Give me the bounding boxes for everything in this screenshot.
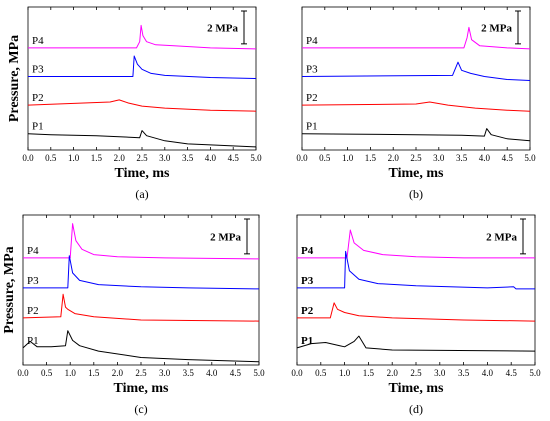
x-tick-label: 0.0	[291, 368, 303, 378]
x-tick-label: 4.0	[206, 368, 218, 378]
series-label-p1: P1	[301, 335, 313, 347]
panel-d: 0.0 0.5 1.0 1.5 2.0 2.5 3.0 3.5 4.0 4.5 5.0 Time, m…	[291, 214, 541, 416]
series-line-p3	[23, 255, 260, 290]
x-tick-label: 2.5	[136, 153, 148, 163]
series-label-p3: P3	[306, 63, 318, 75]
x-tick-label: 0.0	[296, 153, 308, 163]
series-label-p1: P1	[306, 121, 318, 133]
x-tick-label: 2.0	[114, 153, 126, 163]
series-label-p3: P3	[27, 275, 39, 287]
scale-bar-label: 2 MPa	[207, 22, 238, 34]
x-tick-label: 3.5	[182, 153, 194, 163]
x-tick-label: 2.0	[388, 153, 400, 163]
x-tick-label: 4.5	[506, 368, 518, 378]
panel-caption: (d)	[409, 402, 423, 416]
series-label-p2: P2	[27, 305, 39, 317]
x-tick-label: 4.5	[230, 368, 242, 378]
x-tick-label: 1.5	[88, 368, 100, 378]
series-label-p4: P4	[27, 245, 39, 257]
x-tick-label: 1.0	[339, 368, 351, 378]
x-tick-label: 3.5	[183, 368, 195, 378]
series-line-p3	[297, 250, 535, 290]
x-tick-label: 5.0	[524, 153, 536, 163]
x-tick-label: 1.0	[65, 368, 77, 378]
x-tick-label: 3.5	[456, 153, 468, 163]
series-line-p1	[27, 130, 257, 148]
series-line-p4	[302, 26, 531, 50]
x-tick-label: 0.5	[45, 153, 57, 163]
series-label-p1: P1	[27, 335, 39, 347]
series-line-p3	[28, 55, 257, 79]
x-tick-label: 2.5	[135, 368, 147, 378]
x-tick-label: 1.5	[91, 153, 103, 163]
series-label-p2: P2	[306, 92, 318, 104]
series-label-p3: P3	[32, 63, 44, 75]
panel-b: 0.0 0.5 1.0 1.5 2.0 2.5 3.0 3.5 4.0 4.5 5.0 Time, m…	[296, 6, 536, 201]
x-tick-label: 4.5	[228, 153, 240, 163]
x-tick-label: 0.5	[315, 368, 327, 378]
series-line-p2	[301, 101, 531, 112]
x-tick-label: 4.0	[205, 153, 217, 163]
x-tick-label: 5.0	[529, 368, 541, 378]
x-tick-label: 3.0	[433, 153, 445, 163]
y-axis-title: Pressure, MPa	[7, 35, 22, 122]
x-tick-label: 2.5	[410, 368, 422, 378]
panel-caption: (a)	[135, 187, 148, 201]
series-label-p4: P4	[301, 245, 314, 257]
series-line-p2	[297, 302, 536, 322]
scale-bar-label: 2 MPa	[210, 231, 241, 243]
x-tick-label: 2.0	[387, 368, 399, 378]
x-tick-label: 0.5	[41, 368, 53, 378]
x-tick-label: 4.5	[502, 153, 514, 163]
x-tick-label: 3.5	[458, 368, 470, 378]
series-label-p2: P2	[32, 92, 44, 104]
x-tick-label: 0.0	[22, 153, 34, 163]
x-tick-label: 2.0	[112, 368, 124, 378]
x-tick-label: 0.0	[17, 368, 29, 378]
x-tick-label: 4.0	[482, 368, 494, 378]
x-tick-label: 1.0	[68, 153, 80, 163]
panel-a: 0.0 0.5 1.0 1.5 2.0 2.5 3.0 3.5 4.0 4.5 5.0 Time, m…	[7, 6, 262, 201]
x-axis-title: Time, ms	[389, 166, 445, 181]
series-line-p4	[28, 24, 257, 50]
x-tick-label: 3.0	[159, 368, 171, 378]
scale-bar-label: 2 MPa	[481, 22, 512, 34]
x-tick-label: 3.0	[159, 153, 171, 163]
series-line-p1	[22, 330, 260, 363]
series-line-p2	[27, 99, 257, 112]
x-tick-label: 2.5	[410, 153, 422, 163]
x-tick-label: 1.5	[363, 368, 375, 378]
series-line-p1	[301, 128, 531, 142]
series-label-p2: P2	[301, 305, 314, 317]
series-label-p4: P4	[306, 35, 318, 47]
x-tick-label: 3.0	[434, 368, 446, 378]
panel-c: 0.0 0.5 1.0 1.5 2.0 2.5 3.0 3.5 4.0 4.5 5.0 Time, m…	[2, 214, 265, 416]
series-label-p3: P3	[301, 275, 314, 287]
x-axis-title: Time, ms	[115, 166, 171, 181]
series-label-p4: P4	[32, 35, 44, 47]
x-tick-label: 5.0	[250, 153, 262, 163]
x-axis-title: Time, ms	[114, 381, 170, 396]
x-tick-label: 1.0	[342, 153, 354, 163]
panel-caption: (b)	[409, 187, 423, 201]
series-line-p4	[297, 229, 535, 259]
panel-caption: (c)	[134, 402, 147, 416]
series-line-p3	[301, 61, 531, 81]
x-axis-title: Time, ms	[389, 381, 445, 396]
series-line-p1	[296, 335, 536, 352]
series-line-p4	[23, 223, 260, 260]
x-tick-label: 1.5	[365, 153, 377, 163]
scale-bar-label: 2 MPa	[486, 231, 517, 243]
x-tick-label: 5.0	[253, 368, 265, 378]
x-tick-label: 4.0	[479, 153, 491, 163]
series-label-p1: P1	[32, 121, 44, 133]
y-axis-title: Pressure, MPa	[2, 246, 17, 333]
x-tick-label: 0.5	[319, 153, 331, 163]
series-line-p2	[22, 293, 260, 322]
